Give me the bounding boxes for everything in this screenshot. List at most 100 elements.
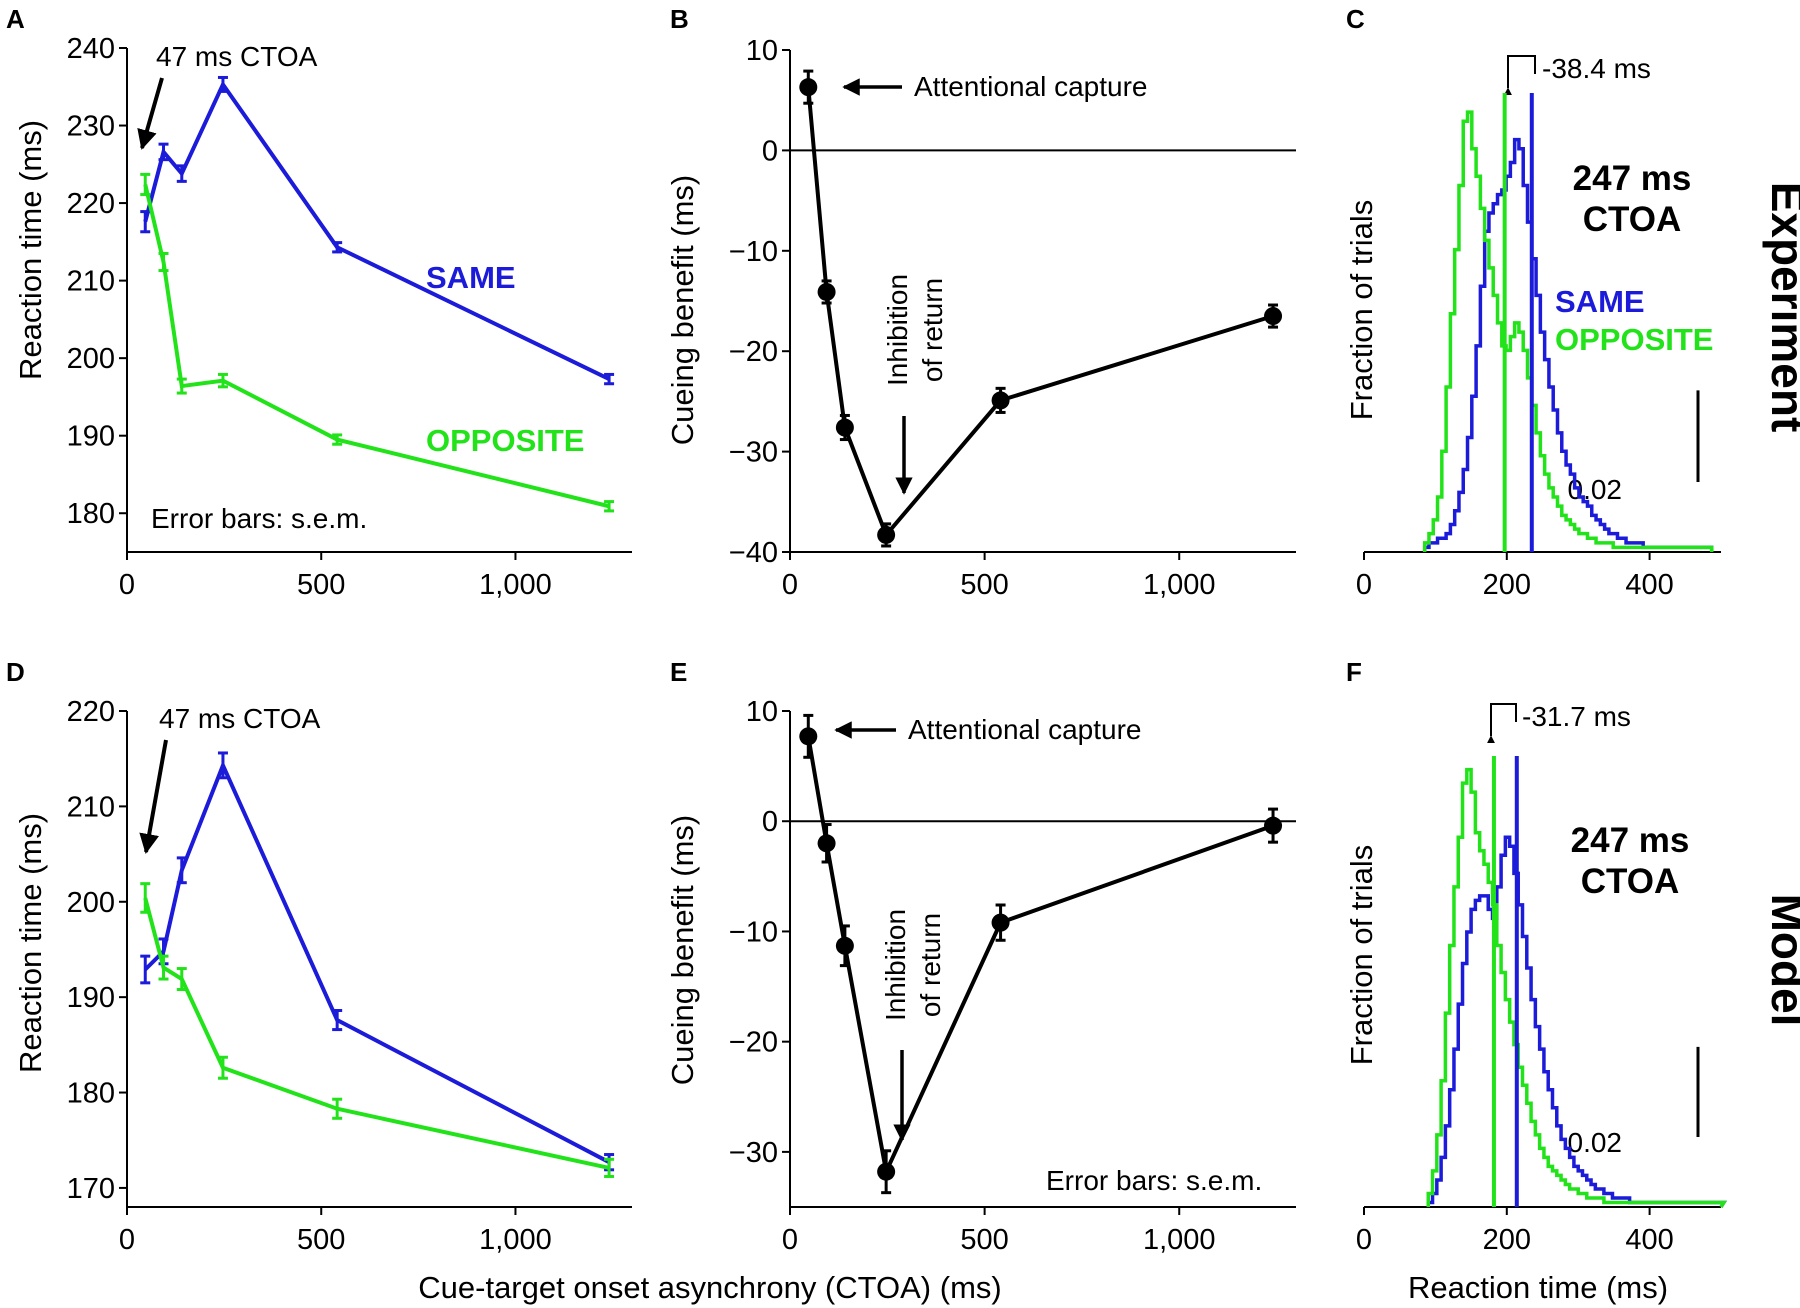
panel-a-errorbar-note: Error bars: s.e.m.	[151, 503, 367, 534]
panel-a-same-label: SAME	[426, 260, 516, 295]
panel-d-xtick-label: 500	[297, 1224, 345, 1256]
panel-e-ytick-label: 10	[746, 696, 778, 728]
panel-letter-f: F	[1346, 657, 1362, 687]
panel-f-plot: 0 200 400	[1356, 756, 1728, 1256]
panel-e-cueing-benefit-point	[877, 1162, 896, 1181]
panel-e-cueing-benefit-point	[1264, 816, 1283, 835]
panel-c-ctoa-line1: 247 ms	[1573, 159, 1692, 198]
panel-a-ytick-label: 190	[67, 421, 115, 453]
panel-b-plot: 0 500 1,000 −40 −30 −20 −10 0 10	[729, 35, 1296, 601]
panel-letter-c: C	[1346, 4, 1365, 34]
panel-e-cueing-benefit-point	[799, 727, 818, 746]
panel-a-plot: 0 500 1,000 180 190 200 210 220 230 240	[67, 33, 632, 601]
panel-e-xtick-label: 0	[782, 1224, 798, 1256]
panel-a-ytick-label: 220	[67, 188, 115, 220]
panel-e-xtick-label: 1,000	[1143, 1224, 1216, 1256]
panel-c-same-label: SAME	[1555, 284, 1645, 319]
panel-b-cueing-benefit-point	[817, 282, 836, 301]
side-label-experiment: Experiment	[1762, 182, 1800, 433]
panel-d-ytick-label: 170	[67, 1173, 115, 1205]
panel-b-ylabel: Cueing benefit (ms)	[665, 175, 700, 446]
panel-e-cueing-benefit-point	[835, 936, 854, 955]
panel-a-ytick-label: 230	[67, 111, 115, 143]
panel-b-capture-annotation: Attentional capture	[914, 71, 1148, 102]
panel-b-ior-annotation-2: of return	[917, 278, 948, 382]
panel-d-ytick-label: 210	[67, 791, 115, 823]
panel-e-errorbar-note: Error bars: s.e.m.	[1046, 1165, 1262, 1196]
panel-a-ctoa-arrow	[137, 77, 164, 150]
panel-e-cueing-benefit-point	[991, 913, 1010, 932]
panel-f-xlabel: Reaction time (ms)	[1408, 1270, 1668, 1305]
panel-f-ylabel: Fraction of trials	[1344, 845, 1379, 1066]
panel-b-cueing-benefit-line	[806, 86, 1274, 539]
panel-b-ytick-label: −10	[729, 236, 778, 268]
panel-c-opposite-label: OPPOSITE	[1555, 322, 1713, 357]
panel-e-cueing-benefit-line	[806, 736, 1274, 1179]
panel-a-opposite-label: OPPOSITE	[426, 423, 584, 458]
panel-a-opposite-line	[143, 184, 610, 509]
panel-a-xtick-label: 500	[297, 569, 345, 601]
panel-letter-d: D	[6, 657, 25, 687]
panel-c-ylabel: Fraction of trials	[1344, 200, 1379, 421]
panel-b-xtick-label: 0	[782, 569, 798, 601]
panel-e-ytick-label: 0	[762, 806, 778, 838]
panel-f-ctoa-line2: CTOA	[1581, 862, 1680, 901]
panel-d-ctoa-annotation: 47 ms CTOA	[159, 703, 321, 734]
panel-e-ior-annotation-1: Inhibition	[880, 909, 911, 1021]
panel-a-ytick-label: 210	[67, 266, 115, 298]
panel-a-xtick-label: 0	[119, 569, 135, 601]
panel-b-ytick-label: 10	[746, 35, 778, 67]
panel-d-ytick-label: 180	[67, 1078, 115, 1110]
panel-d-same-line	[143, 760, 611, 1164]
panel-letter-e: E	[670, 657, 687, 687]
panel-c-xtick-label: 0	[1356, 569, 1372, 601]
panel-e-ylabel: Cueing benefit (ms)	[665, 815, 700, 1086]
panel-b-ytick-label: −20	[729, 336, 778, 368]
panel-f-xtick-label: 0	[1356, 1224, 1372, 1256]
panel-e-ytick-label: −20	[729, 1027, 778, 1059]
panel-c-xtick-label: 200	[1483, 569, 1531, 601]
panel-c-plot: 0 200 400	[1356, 93, 1721, 601]
panel-b-ior-annotation-1: Inhibition	[882, 274, 913, 386]
panel-b-ytick-label: 0	[762, 135, 778, 167]
panel-d-ylabel: Reaction time (ms)	[13, 813, 48, 1073]
panel-b-xtick-label: 1,000	[1143, 569, 1216, 601]
panel-e-plot: 0 500 1,000 −30 −20 −10 0 10	[729, 696, 1296, 1256]
panel-f-ctoa-line1: 247 ms	[1571, 821, 1690, 860]
panel-b-cueing-benefit-point	[1264, 307, 1283, 326]
panel-c-ctoa-line2: CTOA	[1583, 200, 1682, 239]
panel-e-ytick-label: −10	[729, 916, 778, 948]
panel-f-xtick-label: 200	[1483, 1224, 1531, 1256]
side-label-model: Model	[1762, 894, 1800, 1027]
panel-c-opposite-histogram	[1422, 110, 1714, 552]
panel-a-ytick-label: 240	[67, 33, 115, 65]
panel-b-xtick-label: 500	[960, 569, 1008, 601]
panel-a-ylabel: Reaction time (ms)	[13, 120, 48, 380]
panel-a-ytick-label: 180	[67, 498, 115, 530]
panel-e-capture-annotation: Attentional capture	[908, 714, 1142, 745]
panel-a-ctoa-annotation: 47 ms CTOA	[156, 41, 318, 72]
panel-b-ytick-label: −30	[729, 437, 778, 469]
panel-d-ytick-label: 220	[67, 696, 115, 728]
panel-f-xtick-label: 400	[1625, 1224, 1673, 1256]
panel-c-diff-annotation: -38.4 ms	[1542, 53, 1651, 84]
panel-e-xtick-label: 500	[960, 1224, 1008, 1256]
panel-c-diff-bracket	[1504, 55, 1536, 96]
panel-f-scale-label: 0.02	[1568, 1127, 1623, 1158]
panel-e-ior-annotation-2: of return	[915, 913, 946, 1017]
panel-a-xtick-label: 1,000	[479, 569, 552, 601]
panel-a-same-line	[143, 80, 610, 381]
panel-c-xtick-label: 400	[1625, 569, 1673, 601]
panel-b-cueing-benefit-point	[799, 78, 818, 97]
panel-d-plot: 0 500 1,000 170 180 190 200 210 220	[67, 696, 632, 1256]
panel-e-ytick-label: −30	[729, 1137, 778, 1169]
common-xlabel: Cue-target onset asynchrony (CTOA) (ms)	[418, 1270, 1001, 1305]
panel-d-xtick-label: 0	[119, 1224, 135, 1256]
panel-a-ytick-label: 200	[67, 343, 115, 375]
panel-b-ytick-label: −40	[729, 537, 778, 569]
panel-d-ytick-label: 190	[67, 982, 115, 1014]
panel-d-ctoa-arrow	[139, 739, 168, 854]
panel-f-opposite-histogram	[1426, 767, 1728, 1208]
panel-b-cueing-benefit-point	[835, 418, 854, 437]
